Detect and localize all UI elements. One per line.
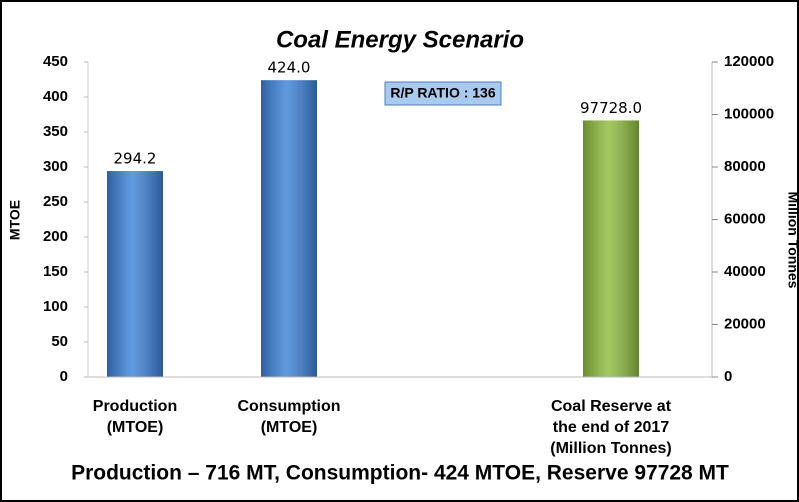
bar-shade <box>107 171 163 377</box>
annotation-box <box>384 81 502 106</box>
y2-tick-label: 80000 <box>724 158 766 175</box>
footer: Production – 716 MT, Consumption- 424 MT… <box>71 462 729 485</box>
y-tick-label: 450 <box>43 53 68 70</box>
y2-tick-label: 20000 <box>724 315 766 332</box>
y2-tick-label: 0 <box>724 368 732 385</box>
x-tick-line: Coal Reserve at <box>551 398 672 415</box>
x-tick-label: Consumption (MTOE) <box>237 398 340 436</box>
y2-tick-label: 120000 <box>724 53 774 70</box>
y2-tick-label: 100000 <box>724 105 774 122</box>
y2-tick-label: 40000 <box>724 263 766 280</box>
annotation: R/P RATIO : 136 <box>390 85 496 101</box>
y-tick-label: 50 <box>51 333 68 350</box>
y2-tick-label: 60000 <box>724 210 766 227</box>
x-tick-line: (Million Tonnes) <box>550 440 671 457</box>
x-tick-line: (MTOE) <box>107 419 164 436</box>
bar-shade <box>583 120 639 378</box>
y2-axis-label: Million Tonnes <box>785 192 799 289</box>
y-tick-label: 300 <box>43 158 68 175</box>
value-label: 97728.0 <box>580 99 642 117</box>
x-tick-line: the end of 2017 <box>553 419 670 436</box>
y-tick-label: 150 <box>43 263 68 280</box>
title-bg <box>232 26 568 56</box>
x-tick-label: Production (MTOE) <box>93 398 177 436</box>
x-tick-line: Consumption <box>237 398 340 415</box>
chart-title: Coal Energy Scenario <box>276 26 524 53</box>
value-label: 294.2 <box>114 150 157 168</box>
x-tick-line: Production <box>93 398 177 415</box>
value-label: 424.0 <box>268 59 311 77</box>
y-tick-label: 0 <box>60 368 68 385</box>
y-tick-label: 350 <box>43 123 68 140</box>
y-tick-label: 400 <box>43 88 68 105</box>
y-axis-label: MTOE <box>7 200 23 240</box>
x-tick-label: Coal Reserve at the end of 2017 (Million T… <box>550 398 671 457</box>
bar-shade <box>261 80 317 377</box>
x-tick-line: (MTOE) <box>261 419 318 436</box>
y-tick-label: 250 <box>43 193 68 210</box>
y-tick-label: 200 <box>43 228 68 245</box>
y-tick-label: 100 <box>43 298 68 315</box>
